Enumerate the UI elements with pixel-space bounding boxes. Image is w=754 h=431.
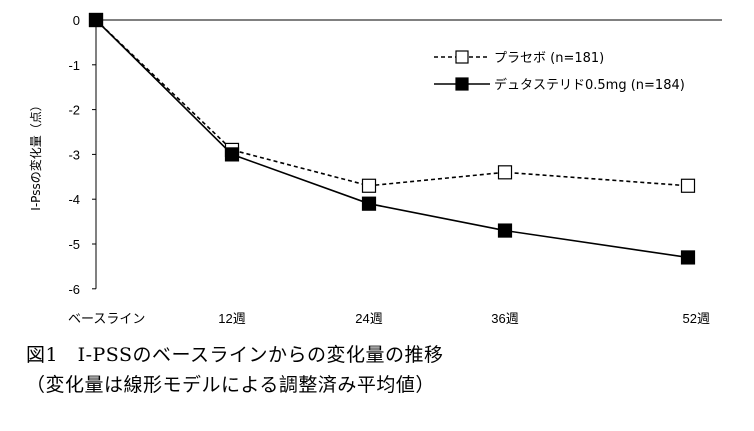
x-tick-label: ベースライン [68,311,145,326]
x-tick-label: 24週 [355,311,382,326]
data-point [497,223,513,238]
line-chart: 0 -1 -2 -3 -4 -5 -6 ベースライン 12週 24週 36週 52週 I-Pssの変… [28,12,722,326]
y-tick-label: -4 [68,192,80,207]
x-tick-label: 52週 [683,311,710,326]
y-tick-label: -1 [68,58,80,73]
legend-marker [455,77,469,91]
data-point [224,147,240,162]
y-tick-labels: 0 -1 -2 -3 -4 -5 -6 [68,13,80,297]
data-point [497,165,513,180]
y-tick-label: -6 [68,282,80,297]
x-tick-label: 12週 [218,311,245,326]
data-point [680,250,696,265]
data-point [680,178,696,193]
axes [92,19,722,290]
x-tick-label: 36週 [491,311,518,326]
series-2 [88,12,696,265]
legend-marker [455,50,469,64]
data-point [361,178,377,193]
figure-caption-title: 図1 I-PSSのベースラインからの変化量の推移 [26,344,444,366]
figure-caption-note: （変化量は線形モデルによる調整済み平均値） [26,374,435,396]
series-line [95,19,689,187]
y-tick-label: -3 [68,147,80,162]
legend-label: プラセボ (n=181) [494,51,604,66]
series-layer [88,12,696,265]
y-tick-label: -5 [68,237,80,252]
legend: プラセボ (n=181) デュタステリド0.5mg (n=184) [434,50,685,93]
data-point [88,12,104,28]
x-tick-labels: ベースライン 12週 24週 36週 52週 [68,311,710,326]
legend-label: デュタステリド0.5mg (n=184) [494,77,685,93]
y-tick-label: 0 [73,13,80,28]
y-tick-label: -2 [68,103,80,118]
data-point [361,196,377,211]
y-axis-label: I-Pssの変化量（点） [28,99,43,210]
